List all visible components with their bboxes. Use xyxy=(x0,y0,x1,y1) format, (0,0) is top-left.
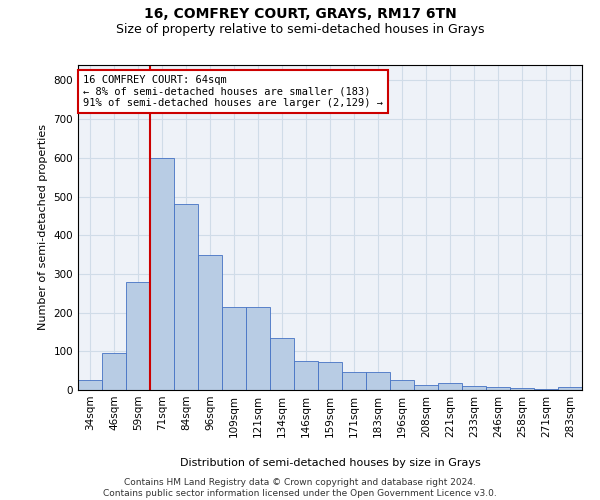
Bar xyxy=(126,282,150,390)
Bar xyxy=(534,389,558,390)
Bar xyxy=(102,353,126,390)
Text: Distribution of semi-detached houses by size in Grays: Distribution of semi-detached houses by … xyxy=(179,458,481,468)
Bar xyxy=(510,388,534,390)
Bar xyxy=(222,307,246,390)
Text: 16 COMFREY COURT: 64sqm
← 8% of semi-detached houses are smaller (183)
91% of se: 16 COMFREY COURT: 64sqm ← 8% of semi-det… xyxy=(83,74,383,108)
Bar xyxy=(438,384,462,390)
Y-axis label: Number of semi-detached properties: Number of semi-detached properties xyxy=(38,124,48,330)
Bar xyxy=(174,204,198,390)
Bar xyxy=(342,372,366,390)
Bar xyxy=(246,307,270,390)
Bar xyxy=(462,386,486,390)
Text: 16, COMFREY COURT, GRAYS, RM17 6TN: 16, COMFREY COURT, GRAYS, RM17 6TN xyxy=(143,8,457,22)
Bar xyxy=(294,361,318,390)
Bar xyxy=(198,254,222,390)
Text: Contains HM Land Registry data © Crown copyright and database right 2024.
Contai: Contains HM Land Registry data © Crown c… xyxy=(103,478,497,498)
Bar xyxy=(558,388,582,390)
Bar xyxy=(78,380,102,390)
Bar xyxy=(150,158,174,390)
Text: Size of property relative to semi-detached houses in Grays: Size of property relative to semi-detach… xyxy=(116,22,484,36)
Bar xyxy=(390,380,414,390)
Bar xyxy=(366,372,390,390)
Bar xyxy=(414,385,438,390)
Bar xyxy=(318,362,342,390)
Bar xyxy=(486,388,510,390)
Bar xyxy=(270,338,294,390)
